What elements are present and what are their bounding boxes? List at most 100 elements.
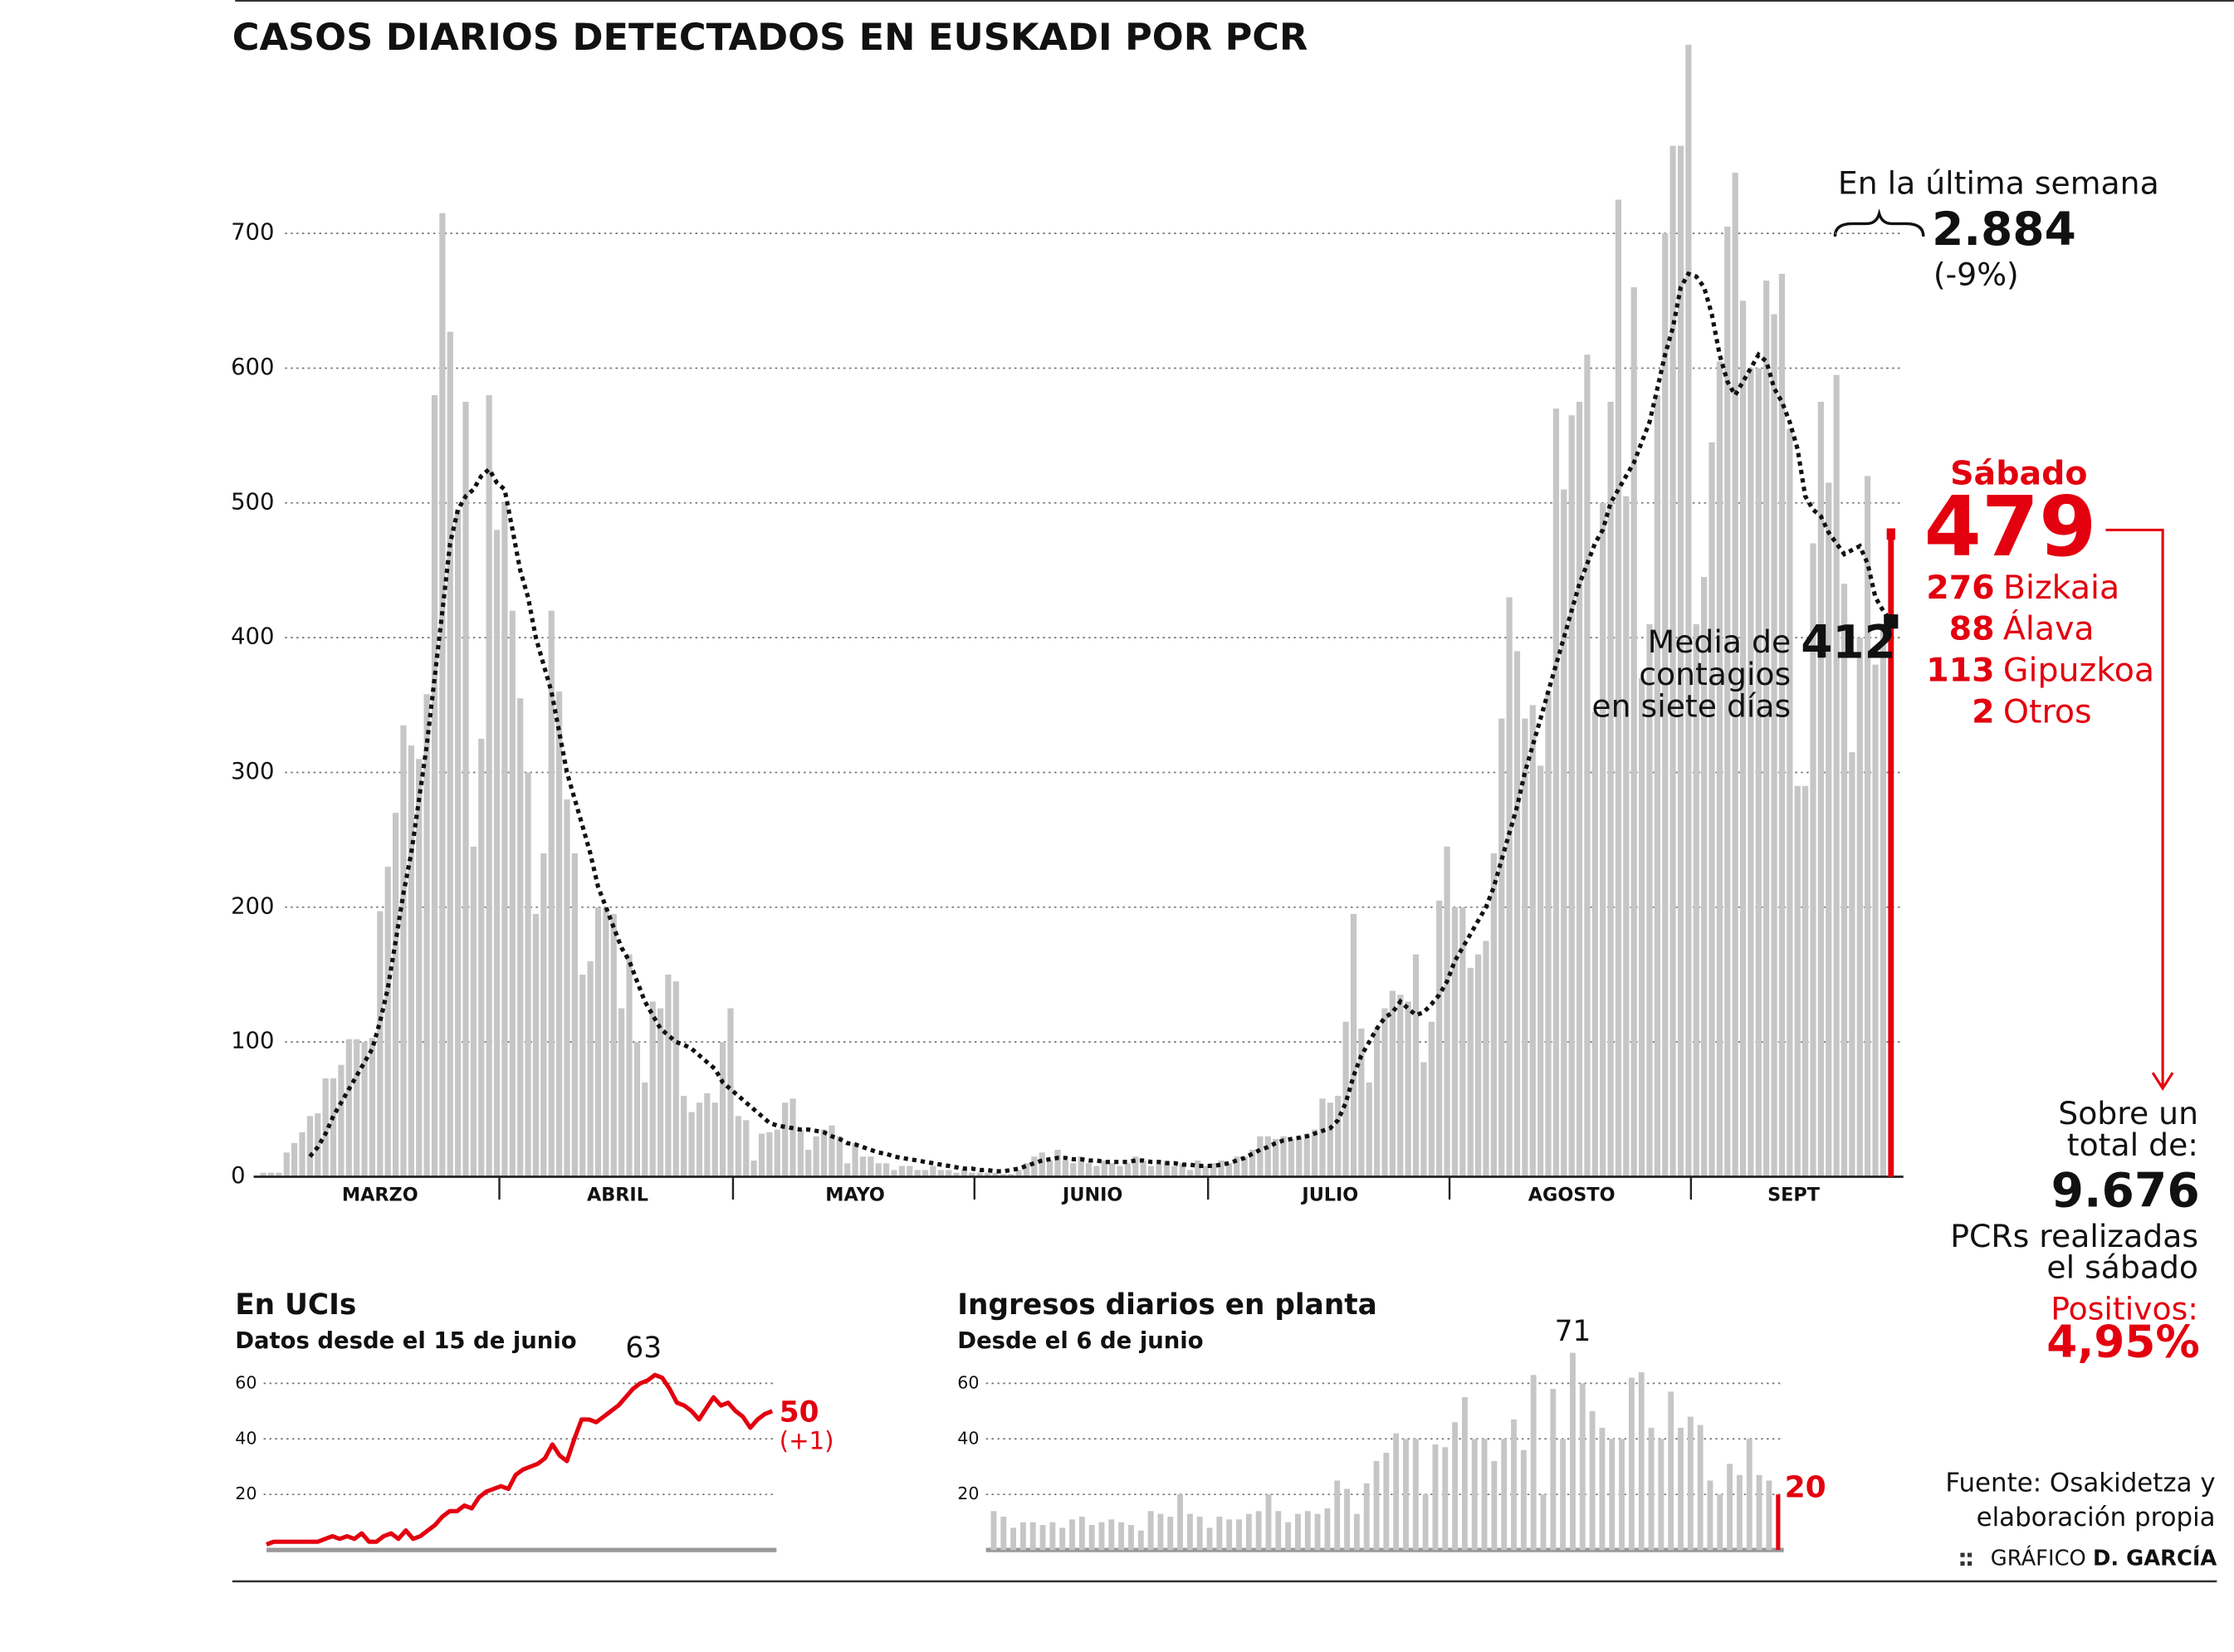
bar bbox=[797, 1129, 804, 1177]
bar bbox=[696, 1102, 703, 1177]
bar bbox=[400, 725, 407, 1177]
bar bbox=[1560, 1439, 1567, 1551]
bar bbox=[1678, 1427, 1684, 1551]
bar bbox=[672, 981, 679, 1177]
average-value: 412 bbox=[1801, 616, 1896, 669]
bar bbox=[1137, 1530, 1144, 1551]
bar bbox=[618, 1008, 625, 1177]
bar bbox=[1452, 1422, 1459, 1551]
bar bbox=[540, 853, 547, 1177]
positives-label: Positivos: bbox=[2051, 1290, 2198, 1327]
peak-label: 71 bbox=[1555, 1315, 1591, 1348]
bar bbox=[829, 1125, 835, 1177]
bar bbox=[345, 1039, 352, 1177]
bar bbox=[1619, 1439, 1625, 1551]
bar bbox=[564, 799, 570, 1177]
bar bbox=[976, 1172, 983, 1177]
bar bbox=[1132, 1156, 1139, 1177]
bar bbox=[1381, 1008, 1388, 1177]
bar bbox=[1739, 301, 1747, 1177]
average-label: Media de bbox=[1648, 623, 1792, 660]
bar bbox=[1471, 1439, 1478, 1551]
bar bbox=[1273, 1139, 1279, 1177]
highlight-cap bbox=[1886, 528, 1895, 540]
highlight-bar bbox=[1888, 530, 1894, 1177]
bar bbox=[1029, 1522, 1036, 1551]
y-tick-label: 20 bbox=[235, 1483, 257, 1503]
bar bbox=[1654, 394, 1660, 1177]
y-tick-label: 20 bbox=[957, 1483, 979, 1503]
bar bbox=[1202, 1166, 1209, 1177]
bar bbox=[361, 1042, 368, 1177]
small-subtitle: Desde el 6 de junio bbox=[957, 1328, 1203, 1354]
bar bbox=[1746, 1439, 1752, 1551]
bar bbox=[719, 1042, 726, 1177]
bar bbox=[1530, 1375, 1537, 1551]
bar bbox=[891, 1170, 897, 1177]
bar bbox=[1687, 1416, 1694, 1551]
x-tick-label: SEPT bbox=[1767, 1184, 1821, 1205]
bar bbox=[898, 1166, 905, 1177]
bar bbox=[462, 402, 469, 1177]
bar bbox=[1498, 718, 1505, 1177]
bar bbox=[961, 1170, 968, 1177]
bar bbox=[1501, 1439, 1508, 1551]
credit-dot bbox=[1968, 1561, 1972, 1566]
bar bbox=[1537, 765, 1544, 1177]
bar bbox=[1658, 1439, 1665, 1551]
bar bbox=[1669, 145, 1676, 1177]
bar bbox=[423, 694, 430, 1177]
bar bbox=[1405, 1001, 1411, 1177]
source: elaboración propia bbox=[1977, 1503, 2216, 1532]
bar bbox=[478, 738, 485, 1177]
bar bbox=[1646, 623, 1653, 1177]
bar bbox=[1311, 1129, 1318, 1177]
bar bbox=[789, 1098, 796, 1177]
y-tick-label: 600 bbox=[231, 354, 274, 380]
bar bbox=[1716, 361, 1723, 1177]
bar bbox=[1000, 1174, 1006, 1177]
bar bbox=[1491, 1461, 1498, 1551]
bar bbox=[315, 1113, 321, 1177]
bar bbox=[1015, 1170, 1022, 1177]
bar bbox=[758, 1133, 765, 1177]
bar bbox=[1474, 954, 1482, 1177]
credit: GRÁFICO D. GARCÍA bbox=[1991, 1544, 2217, 1571]
y-tick-label: 200 bbox=[231, 893, 274, 919]
bar bbox=[1324, 1508, 1331, 1551]
breakdown-value: 276 bbox=[1926, 569, 1994, 607]
bar bbox=[1826, 482, 1832, 1177]
connector-arrow bbox=[2105, 528, 2174, 1091]
saturday-label: Sábado bbox=[1950, 455, 2087, 493]
week-label: En la última semana bbox=[1838, 165, 2159, 202]
last-label: 20 bbox=[1785, 1470, 1826, 1504]
breakdown-name: Gipuzkoa bbox=[2003, 652, 2154, 690]
bar bbox=[704, 1092, 711, 1177]
credit-dot bbox=[1960, 1552, 1965, 1557]
bar bbox=[322, 1078, 329, 1177]
bar bbox=[1098, 1522, 1105, 1551]
bar bbox=[1327, 1102, 1333, 1177]
bar bbox=[1609, 1439, 1616, 1551]
bar bbox=[1389, 990, 1396, 1177]
bar bbox=[1856, 638, 1863, 1177]
bar bbox=[1428, 1021, 1435, 1177]
bar bbox=[626, 954, 633, 1177]
bar bbox=[1147, 1511, 1154, 1551]
bar bbox=[1511, 1419, 1517, 1551]
x-tick-label: JUNIO bbox=[1061, 1184, 1122, 1205]
bar bbox=[1366, 1082, 1372, 1177]
bar bbox=[1335, 1096, 1342, 1177]
bar bbox=[1157, 1513, 1164, 1551]
bar bbox=[1576, 402, 1583, 1177]
breakdown-value: 2 bbox=[1972, 692, 1994, 731]
bar bbox=[930, 1166, 936, 1177]
bar bbox=[1196, 1516, 1203, 1551]
bar bbox=[1529, 705, 1536, 1177]
bar bbox=[1179, 1163, 1185, 1177]
bar bbox=[1589, 1410, 1596, 1551]
bar bbox=[1210, 1163, 1217, 1177]
bar bbox=[1128, 1525, 1134, 1551]
bar bbox=[1319, 1098, 1326, 1177]
bar bbox=[1054, 1150, 1061, 1177]
